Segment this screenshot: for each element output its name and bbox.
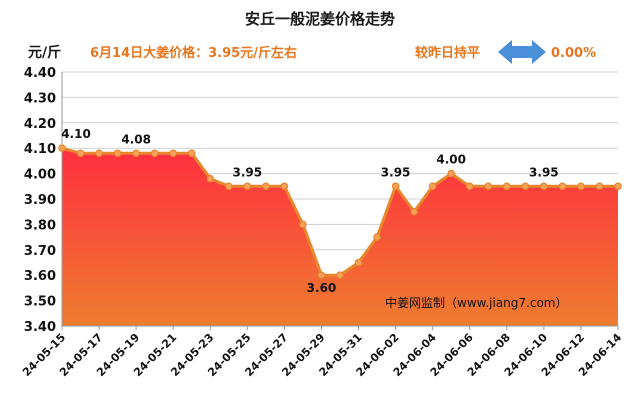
axes	[61, 72, 618, 327]
y-tick-label: 3.90	[24, 193, 56, 208]
data-point	[150, 149, 159, 158]
data-point	[391, 182, 400, 191]
data-label: 4.00	[436, 153, 466, 167]
data-label: 3.95	[233, 165, 263, 179]
data-point	[132, 149, 140, 158]
data-point	[540, 182, 548, 191]
data-point	[262, 182, 270, 191]
data-point	[169, 149, 178, 158]
data-point	[336, 271, 344, 280]
data-label: 4.08	[121, 132, 151, 146]
data-point	[76, 149, 85, 158]
data-point	[95, 149, 103, 158]
data-point	[577, 182, 585, 191]
data-labels: 4.10 4.08 3.95 3.60 3.95 4.00 3.95	[61, 127, 558, 295]
data-point	[465, 182, 474, 191]
data-point	[373, 233, 381, 241]
data-point	[428, 182, 437, 191]
chart-title: 安丘一般泥姜价格走势	[245, 10, 395, 28]
data-point	[447, 169, 456, 178]
y-tick-label: 4.10	[24, 142, 56, 157]
data-point	[187, 149, 196, 158]
data-point	[58, 144, 66, 153]
data-point	[354, 258, 363, 267]
data-point	[206, 174, 215, 183]
data-point	[225, 182, 233, 191]
y-tick-label: 3.50	[24, 295, 56, 310]
data-label: 3.60	[307, 281, 337, 295]
y-tick-label: 4.20	[24, 117, 56, 132]
data-points	[58, 144, 622, 280]
data-point	[243, 182, 252, 191]
y-tick-label: 3.40	[24, 320, 56, 335]
change-value: 0.00%	[551, 46, 596, 61]
price-note: 6月14日大姜价格：3.95元/斤左右	[90, 45, 297, 61]
trend-label: 较昨日持平	[415, 45, 480, 61]
data-point	[299, 220, 307, 229]
data-point	[502, 182, 511, 191]
y-tick-label: 3.80	[24, 218, 56, 233]
unit-label: 元/斤	[28, 44, 61, 61]
data-point	[484, 182, 493, 191]
y-tick-label: 4.30	[24, 91, 56, 106]
data-point	[410, 207, 418, 216]
data-point	[521, 182, 530, 191]
data-point	[595, 182, 604, 191]
data-point	[280, 182, 289, 191]
data-point	[317, 271, 326, 280]
data-label: 3.95	[529, 165, 559, 179]
data-point	[614, 182, 622, 191]
data-point	[113, 149, 122, 158]
data-label: 4.10	[61, 127, 91, 141]
y-axis-ticks: 3.40 3.50 3.60 3.70 3.80 3.90 4.00 4.10 4.20 4.30…	[24, 66, 56, 335]
x-axis-ticks: 24-05-1524-05-1724-05-1924-05-2124-05-23…	[20, 326, 624, 379]
area-fill	[62, 148, 618, 326]
y-tick-label: 4.00	[24, 168, 56, 183]
y-tick-label: 4.40	[24, 66, 56, 81]
data-label: 3.95	[381, 165, 411, 179]
y-tick-label: 3.60	[24, 269, 56, 284]
double-arrow-icon	[498, 40, 546, 64]
y-tick-label: 3.70	[24, 244, 56, 259]
watermark: 中姜网监制（www.jiang7.com）	[385, 295, 567, 310]
data-point	[558, 182, 567, 191]
